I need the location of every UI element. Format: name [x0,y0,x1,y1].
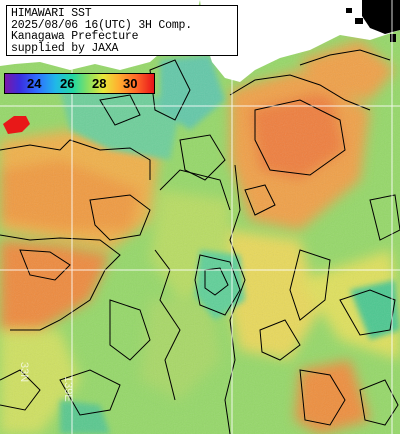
sst-contours [0,49,400,434]
legend-label-30: 30 [123,76,138,91]
land-sagami-coast [200,0,400,82]
legend-label-24: 24 [27,76,42,91]
color-legend: 24 26 28 30 [4,73,155,94]
cloud-mask [346,0,400,42]
longitude-label: 139E [62,376,74,402]
info-datetime: 2025/08/06 16(UTC) 3H Comp. [11,18,192,32]
legend-label-28: 28 [92,76,107,91]
island-hot-spot [3,116,30,134]
info-box: HIMAWARI SST 2025/08/06 16(UTC) 3H Comp.… [6,5,238,56]
latitude-label: 33N [18,362,30,383]
info-region: Kanagawa Prefecture [11,30,139,44]
info-title: HIMAWARI SST [11,7,92,20]
info-credit: supplied by JAXA [11,41,119,55]
legend-label-26: 26 [60,76,75,91]
